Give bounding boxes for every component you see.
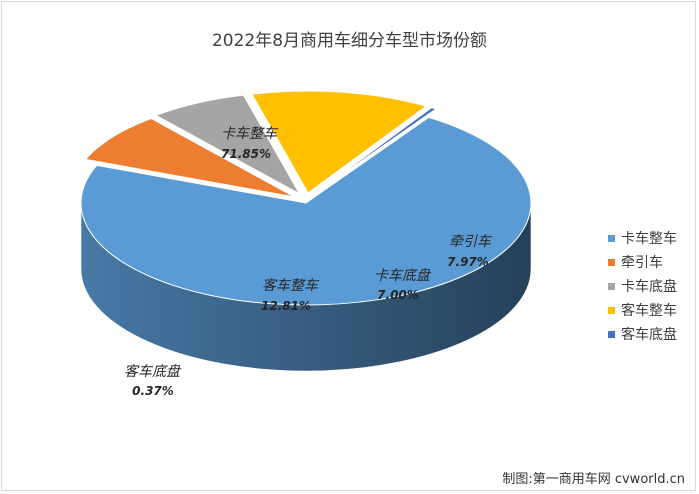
legend-item: 卡车底盘 [608,274,677,298]
slice-percent-label: 7.00% [377,288,419,302]
legend-item: 客车底盘 [608,322,677,346]
legend-label: 卡车底盘 [621,279,677,295]
chart-title: 2022年8月商用车细分车型市场份额 [211,31,488,51]
legend-swatch [608,330,615,338]
pie-slice-客车底盘 [313,107,438,195]
slice-name-label: 牵引车 [449,234,493,250]
legend-label: 牵引车 [621,255,663,271]
legend-label: 客车整车 [621,303,677,319]
legend-label: 客车底盘 [621,327,677,343]
legend-swatch [608,306,615,314]
slice-name-label: 客车底盘 [124,364,182,380]
legend-item: 牵引车 [608,250,677,274]
legend-item: 卡车整车 [608,226,677,250]
pie-slice-卡车整车 [80,116,532,306]
slice-percent-label: 12.81% [261,299,311,313]
legend-swatch [608,234,615,242]
slice-percent-label: 71.85% [221,147,271,161]
pie-slice-客车整车 [251,90,428,194]
legend-item: 客车整车 [608,298,677,322]
credit-text: 制图:第一商用车网 cvworld.cn [502,472,685,487]
slice-percent-label: 7.97% [447,255,489,269]
slice-name-label: 客车整车 [262,278,320,294]
legend-swatch [608,258,615,266]
legend-label: 卡车整车 [621,231,677,247]
slice-name-label: 卡车整车 [221,126,279,142]
legend-swatch [608,282,615,290]
pie-slice-牵引车 [84,117,295,198]
slice-name-label: 卡车底盘 [374,268,432,284]
chart-legend: 卡车整车牵引车卡车底盘客车整车客车底盘 [608,226,677,346]
pie-slice-卡车底盘 [154,94,301,196]
slice-percent-label: 0.37% [132,384,174,398]
